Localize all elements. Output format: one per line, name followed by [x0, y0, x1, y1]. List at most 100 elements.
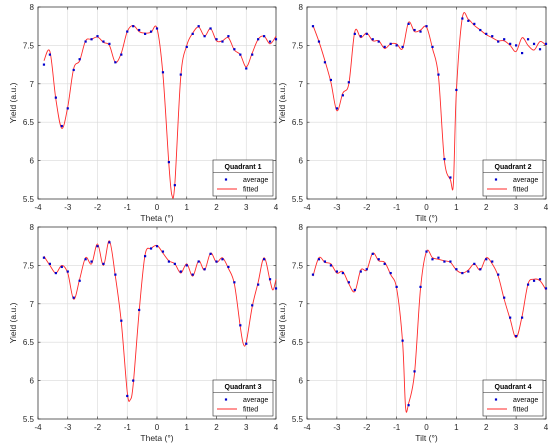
x-tick-label: -3 [333, 423, 341, 432]
series-average-point [114, 273, 117, 276]
series-average-point [413, 28, 416, 32]
series-average-point [455, 268, 458, 271]
series-average-point [449, 176, 452, 179]
legend-average-marker [494, 178, 498, 181]
x-tick-label: -3 [333, 203, 341, 212]
legend-average-label: average [243, 177, 268, 184]
series-average-point [167, 260, 170, 263]
x-tick-label: -1 [393, 423, 401, 432]
series-average-point [431, 258, 434, 261]
x-axis-label: Theta (°) [140, 433, 173, 443]
series-average-point [126, 30, 129, 33]
series-average-point [60, 265, 63, 269]
series-average-point [72, 296, 75, 299]
series-average-point [311, 25, 315, 28]
series-average-point [167, 161, 170, 164]
x-tick-label: -1 [124, 203, 132, 212]
x-tick-label: 3 [244, 203, 249, 212]
y-axis-label: Yield (a.u.) [8, 82, 18, 123]
series-average-point [347, 81, 350, 84]
x-tick-label: -4 [34, 203, 42, 212]
series-average-point [407, 22, 410, 25]
series-average-point [335, 107, 338, 110]
y-tick-label: 6.5 [23, 118, 35, 127]
y-tick-label: 8 [299, 223, 304, 232]
series-average-point [78, 279, 81, 282]
series-average-point [497, 40, 500, 43]
legend-title: Quadrant 1 [225, 164, 262, 171]
x-tick-label: -4 [303, 203, 311, 212]
chart-panel-2: -4 -3 -2 -1 0 1 2 3 4 5.5 6 6.5 7 7.5 8 Tilt (°) Yield (… [277, 3, 549, 223]
series-average-point [377, 258, 380, 261]
x-tick-label: -2 [363, 203, 371, 212]
series-average-point [215, 38, 218, 41]
series-average-point [341, 271, 344, 275]
x-tick-label: 4 [274, 423, 279, 432]
chart-panel-4: -4 -3 -2 -1 0 1 2 3 4 5.5 6 6.5 7 7.5 8 Tilt (°) Yield (… [277, 223, 549, 443]
series-average-point [503, 296, 506, 299]
series-average-point [251, 304, 254, 307]
series-average-point [383, 45, 386, 49]
x-axis-label: Theta (°) [140, 213, 173, 223]
series-average-point [544, 287, 548, 290]
x-tick-label: 3 [514, 203, 519, 212]
series-average-point [401, 339, 404, 342]
legend: Quadrant 3 average fitted [212, 379, 274, 417]
x-tick-label: -2 [363, 423, 371, 432]
series-average-point [102, 40, 105, 43]
series-average-point [401, 45, 404, 49]
series-average-point [365, 32, 368, 35]
series-average-point [347, 281, 350, 284]
series-average-point [407, 404, 410, 407]
series-average-point [371, 38, 374, 41]
x-tick-label: -1 [124, 423, 132, 432]
series-average-point [359, 35, 362, 38]
y-tick-label: 6 [30, 377, 35, 386]
series-average-point [138, 308, 141, 312]
series-average-point [96, 245, 99, 248]
legend-average-marker [224, 178, 228, 181]
series-average-point [197, 25, 200, 28]
series-average-point [203, 268, 206, 271]
series-average-point [233, 48, 236, 51]
series-average-point [521, 316, 524, 319]
legend-box [482, 379, 544, 417]
series-average-point [60, 124, 63, 128]
axes-frame [306, 6, 547, 200]
chart-panel-1: -4 -3 -2 -1 0 1 2 3 4 5.5 6 6.5 7 7.5 8 Theta (°) Yield … [8, 3, 279, 223]
series-average-point [274, 287, 278, 290]
x-tick-label: 4 [544, 423, 549, 432]
legend: Quadrant 1 average fitted [212, 159, 274, 197]
y-tick-label: 7 [299, 80, 304, 89]
axes-frame [37, 6, 277, 200]
series-average-point [329, 78, 332, 82]
series-average-point [48, 262, 51, 265]
series-average-point [515, 334, 518, 338]
x-tick-label: 1 [185, 203, 190, 212]
series-average-point [485, 32, 488, 35]
y-axis-label: Yield (a.u.) [277, 82, 287, 123]
series-average-point [54, 96, 57, 99]
y-tick-label: 7 [30, 300, 35, 309]
series-average-point [66, 107, 69, 110]
series-average-point [479, 268, 482, 271]
series-average-point [203, 35, 206, 38]
y-tick-label: 6.5 [292, 338, 304, 347]
axes-frame [37, 226, 277, 420]
series-average-point [425, 250, 428, 253]
axes-frame [306, 226, 547, 420]
series-average-point [197, 260, 200, 263]
series-average-point [144, 32, 147, 35]
legend-average-marker [494, 398, 498, 401]
legend-title: Quadrant 2 [495, 164, 532, 171]
series-average-point [149, 247, 153, 250]
series-average-point [263, 258, 266, 261]
y-tick-label: 7 [30, 80, 35, 89]
series-average-point [78, 58, 81, 61]
series-average-point [42, 256, 46, 259]
x-axis-label: Tilt (°) [415, 433, 438, 443]
y-tick-label: 6.5 [292, 118, 304, 127]
series-average-point [245, 67, 248, 70]
series-average-point [215, 260, 218, 263]
series-average-point [173, 184, 176, 187]
